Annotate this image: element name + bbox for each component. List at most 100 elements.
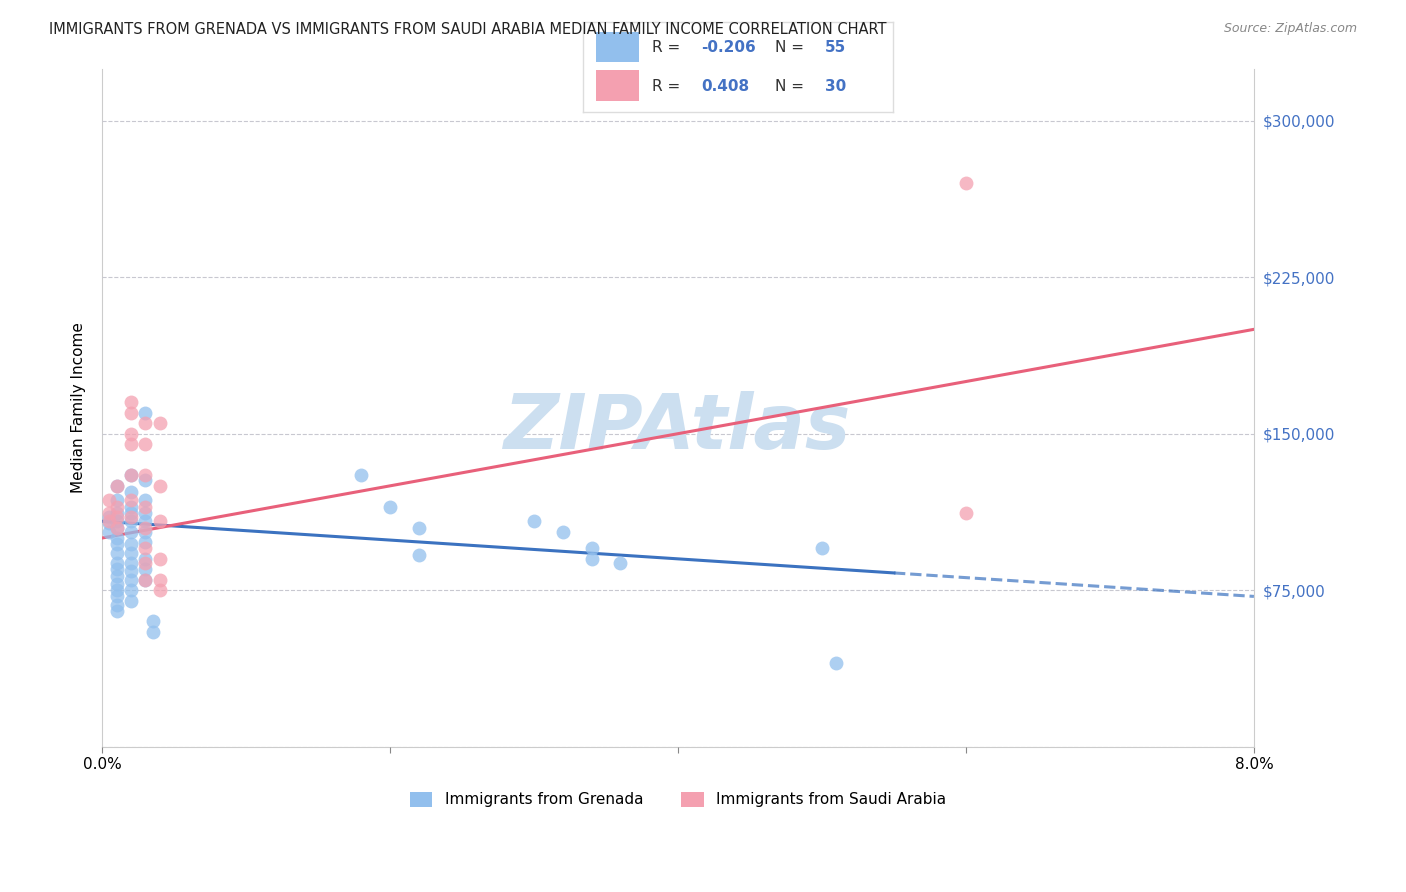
Point bbox=[134, 524, 156, 539]
Point bbox=[581, 552, 603, 566]
Point bbox=[120, 493, 142, 508]
Point bbox=[120, 514, 142, 528]
Text: 30: 30 bbox=[825, 79, 846, 94]
Point bbox=[105, 604, 128, 618]
Point bbox=[98, 493, 121, 508]
Point bbox=[825, 656, 848, 670]
Point bbox=[120, 395, 142, 409]
Point bbox=[105, 590, 128, 604]
Point bbox=[955, 506, 977, 520]
Point bbox=[134, 556, 156, 570]
Point bbox=[105, 506, 128, 520]
Point bbox=[105, 531, 128, 545]
Point bbox=[408, 520, 430, 534]
Text: N =: N = bbox=[775, 79, 808, 94]
Point bbox=[149, 552, 172, 566]
Legend: Immigrants from Grenada, Immigrants from Saudi Arabia: Immigrants from Grenada, Immigrants from… bbox=[404, 785, 953, 814]
Point bbox=[105, 562, 128, 576]
Point bbox=[609, 556, 631, 570]
Point bbox=[120, 506, 142, 520]
Point bbox=[105, 479, 128, 493]
Point bbox=[105, 598, 128, 612]
Text: 0.408: 0.408 bbox=[702, 79, 749, 94]
Point bbox=[134, 468, 156, 483]
Point bbox=[149, 514, 172, 528]
Point bbox=[142, 615, 165, 629]
Point bbox=[105, 510, 128, 524]
Point bbox=[134, 535, 156, 549]
Point bbox=[142, 624, 165, 639]
Y-axis label: Median Family Income: Median Family Income bbox=[72, 322, 86, 493]
Point bbox=[134, 473, 156, 487]
Text: N =: N = bbox=[775, 40, 808, 54]
Point bbox=[120, 524, 142, 539]
Text: Source: ZipAtlas.com: Source: ZipAtlas.com bbox=[1223, 22, 1357, 36]
Point bbox=[120, 426, 142, 441]
Point bbox=[134, 562, 156, 576]
Point bbox=[98, 524, 121, 539]
Point bbox=[120, 593, 142, 607]
Point bbox=[149, 416, 172, 430]
Point bbox=[105, 556, 128, 570]
Point bbox=[134, 406, 156, 420]
Point bbox=[105, 537, 128, 551]
Point bbox=[120, 565, 142, 579]
Point bbox=[98, 506, 121, 520]
Point bbox=[134, 514, 156, 528]
Point bbox=[98, 516, 121, 531]
Point bbox=[134, 573, 156, 587]
Point bbox=[98, 510, 121, 524]
Point bbox=[105, 520, 128, 534]
Text: IMMIGRANTS FROM GRENADA VS IMMIGRANTS FROM SAUDI ARABIA MEDIAN FAMILY INCOME COR: IMMIGRANTS FROM GRENADA VS IMMIGRANTS FR… bbox=[49, 22, 887, 37]
Point bbox=[134, 520, 156, 534]
Text: -0.206: -0.206 bbox=[702, 40, 756, 54]
Point bbox=[120, 583, 142, 598]
FancyBboxPatch shape bbox=[596, 70, 640, 101]
Point bbox=[134, 493, 156, 508]
Text: R =: R = bbox=[651, 79, 685, 94]
Point bbox=[581, 541, 603, 556]
Point bbox=[98, 514, 121, 528]
Point bbox=[523, 514, 546, 528]
Point bbox=[105, 500, 128, 514]
Point bbox=[350, 468, 373, 483]
Point bbox=[134, 437, 156, 451]
Point bbox=[120, 468, 142, 483]
Point bbox=[105, 577, 128, 591]
Point bbox=[120, 573, 142, 587]
Point bbox=[134, 500, 156, 514]
Point bbox=[134, 552, 156, 566]
Point bbox=[120, 485, 142, 500]
Point bbox=[105, 493, 128, 508]
Point bbox=[955, 176, 977, 190]
Point bbox=[120, 546, 142, 560]
Point bbox=[120, 556, 142, 570]
Point bbox=[105, 514, 128, 528]
Point bbox=[105, 546, 128, 560]
Point bbox=[134, 573, 156, 587]
Point bbox=[134, 506, 156, 520]
Point bbox=[811, 541, 834, 556]
Point bbox=[105, 479, 128, 493]
Point bbox=[105, 520, 128, 534]
Point bbox=[120, 406, 142, 420]
Point bbox=[134, 416, 156, 430]
Point bbox=[120, 510, 142, 524]
Point bbox=[408, 548, 430, 562]
Point bbox=[149, 479, 172, 493]
Point bbox=[120, 437, 142, 451]
Point bbox=[551, 524, 574, 539]
Point bbox=[105, 568, 128, 582]
Point bbox=[120, 468, 142, 483]
Point bbox=[120, 537, 142, 551]
Point bbox=[134, 541, 156, 556]
Point bbox=[120, 500, 142, 514]
Text: 55: 55 bbox=[825, 40, 846, 54]
Text: R =: R = bbox=[651, 40, 685, 54]
Text: ZIPAtlas: ZIPAtlas bbox=[505, 391, 852, 465]
FancyBboxPatch shape bbox=[596, 32, 640, 62]
Point bbox=[105, 583, 128, 598]
Point bbox=[378, 500, 401, 514]
Point bbox=[149, 583, 172, 598]
Point bbox=[149, 573, 172, 587]
